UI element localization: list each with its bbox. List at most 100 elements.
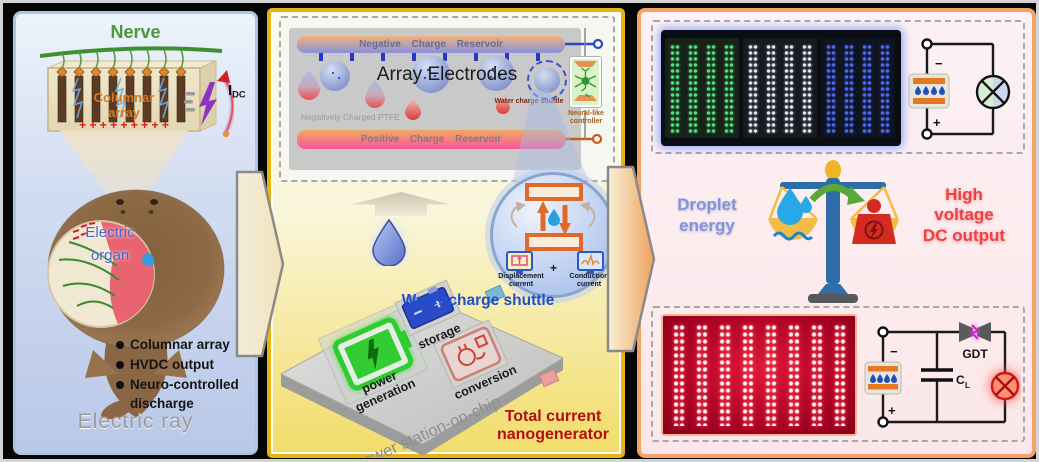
electrocyte-columns	[56, 49, 187, 123]
nerve-branches	[61, 49, 184, 69]
electrode-stub	[381, 53, 385, 61]
ion-current-streaks	[71, 77, 170, 119]
plus-label: +	[933, 115, 941, 130]
ray-tail	[104, 332, 168, 417]
bullet-item: HVDC output	[116, 356, 268, 374]
capacitor-subscript: L	[965, 381, 970, 390]
electric-ray-illustration	[47, 189, 225, 419]
electrode-stub	[536, 53, 540, 61]
positive-terminal-node	[591, 133, 603, 145]
electric-ray-caption: Electric ray	[77, 410, 194, 433]
gdt-label: GDT	[962, 347, 988, 361]
led-array-photo	[661, 30, 901, 146]
bullet-dot	[116, 341, 124, 349]
ptfe-label: Negatively Charged PTFE	[301, 112, 400, 122]
feature-bullet-list: Columnar array HVDC output Neuro-control…	[116, 336, 268, 415]
led-demo-box-bottom: − + C L GDT	[651, 306, 1025, 442]
droplet-generator-icon	[864, 361, 902, 395]
electrode-stub	[474, 53, 478, 61]
minus-label: −	[935, 56, 943, 71]
gdt-icon	[959, 322, 991, 342]
bullet-item: Neuro-controlled discharge	[116, 376, 268, 412]
terminal-node	[877, 326, 889, 338]
droplet-generator-icon	[908, 73, 950, 109]
electrode-stub	[505, 53, 509, 61]
bullet-dot	[116, 381, 124, 390]
conduction-current-label: Conduction current	[569, 273, 609, 289]
panel-arrow-middle-to-right	[606, 165, 656, 353]
dc-current-indicator	[184, 70, 234, 138]
droplet-and-waves	[772, 188, 814, 241]
blue-led-board	[821, 38, 895, 138]
weight-icon	[852, 199, 896, 244]
balance-scale-icon	[768, 160, 899, 303]
red-led-array-photo	[661, 314, 857, 436]
plus-label: +	[888, 403, 896, 418]
neuron-icon	[574, 61, 597, 101]
column-caps	[56, 66, 187, 78]
water-droplet-icon	[372, 218, 406, 266]
electric-ray-panel: Nerve	[13, 11, 258, 455]
negative-charge-reservoir: Negative Charge Reservoir	[297, 36, 565, 53]
electric-organ-label: Electric organ	[85, 224, 135, 264]
storage-module	[394, 279, 462, 337]
output-panel: − + Droplet energy	[637, 8, 1036, 458]
array-electrodes-title: Array Electrodes	[376, 64, 518, 85]
droplet-energy-label: Droplet energy	[677, 195, 737, 236]
water-charge-shuttle-title: Water charge shuttle	[401, 292, 555, 309]
electric-organ-cutaway	[47, 220, 155, 328]
shuttle-droplet	[548, 209, 560, 226]
arrow-origin-dot	[222, 130, 230, 138]
led-demo-box-top: − +	[651, 20, 1025, 154]
conversion-module	[433, 319, 509, 389]
electrode-stub	[350, 53, 354, 61]
organ-nerves	[58, 241, 120, 309]
electrode-stub	[412, 53, 416, 61]
power-generation-module	[317, 302, 429, 406]
bullet-dot	[116, 361, 124, 370]
minus-label: −	[890, 344, 898, 359]
columnar-array-inline-label-2: array	[108, 105, 141, 120]
electrode-stub	[319, 53, 323, 61]
shuttle-mechanism-zoom: Displacement current + Conduction curren…	[490, 172, 616, 298]
green-led-board	[665, 38, 739, 138]
capacitor-symbol: C	[956, 373, 965, 387]
nerve-label: Nerve	[110, 22, 161, 42]
dc-lightning-icon	[199, 82, 217, 126]
charge-transfer-arrows	[540, 205, 568, 231]
cycle-arrows	[510, 201, 596, 228]
negative-terminal-node	[592, 38, 604, 50]
power-station-chip: power generation storage conversion Powe…	[279, 279, 565, 457]
shuttle-mechanism-diagram	[510, 183, 596, 251]
capacitor-icon	[921, 368, 953, 382]
water-charge-shuttle-small-label: Water charge shuttle	[494, 98, 564, 105]
terminal-node	[877, 416, 889, 428]
positive-charge-reservoir: Positive Charge Reservoir	[297, 130, 565, 149]
lamp-icon	[975, 74, 1011, 110]
plus-sign: +	[550, 261, 558, 275]
panel-arrow-left-to-middle	[235, 170, 285, 358]
direct-drive-circuit: − +	[908, 38, 1011, 140]
dash-marks	[184, 92, 195, 112]
total-current-nanogenerator-title: Total current nanogenerator	[496, 408, 609, 444]
hanging-droplets	[320, 55, 514, 93]
displacement-current-icon	[506, 251, 533, 274]
nanogenerator-panel: Negative Charge Reservoir	[267, 8, 625, 458]
electrode-stub	[443, 53, 447, 61]
gdt-conversion-circuit: − + C L GDT	[864, 322, 1020, 428]
positive-charge-row: + + + + + + + + +	[79, 118, 169, 132]
high-voltage-dc-output-label: High voltage DC output	[922, 185, 1006, 245]
terminal-node	[921, 128, 933, 140]
neural-controller-label: Neural-like controller	[568, 110, 604, 126]
neural-like-controller-box	[569, 56, 602, 108]
white-led-board	[743, 38, 817, 138]
conduction-current-icon	[577, 251, 604, 274]
bottom-electrode	[525, 233, 583, 251]
up-arrow-icon	[351, 192, 451, 216]
terminal-node	[921, 38, 933, 50]
columnar-array-illustration: Columnar array + + + + + + + + +	[39, 46, 223, 132]
idc-label: IDC	[228, 82, 246, 100]
bullet-item: Columnar array	[116, 336, 268, 354]
plug-icon	[457, 333, 489, 366]
